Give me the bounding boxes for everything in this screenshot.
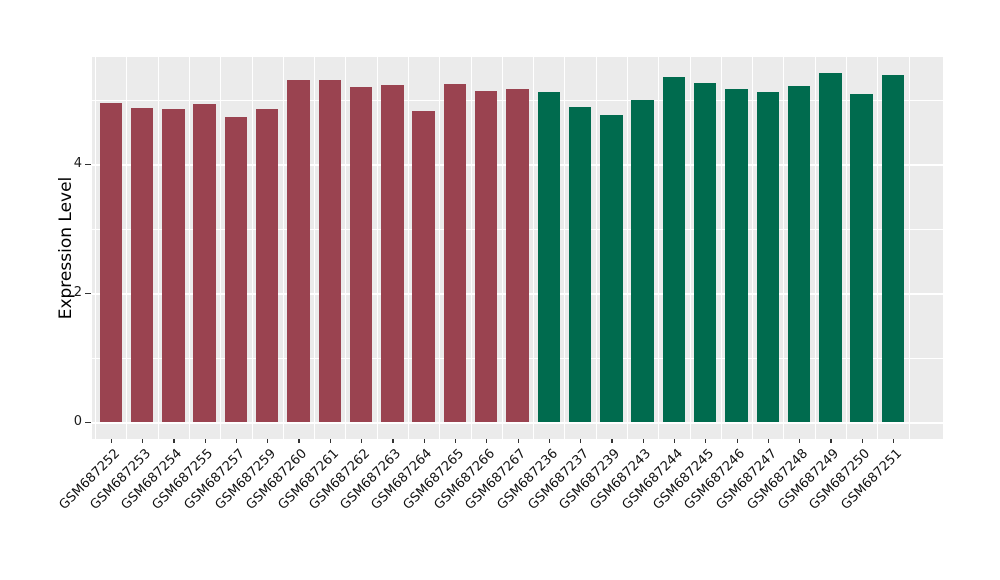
bar-GSM687237: [568, 106, 592, 422]
bar-GSM687259: [255, 109, 279, 422]
gridline-vertical: [95, 57, 97, 439]
gridline-vertical: [157, 57, 159, 439]
x-axis-tick: [517, 439, 519, 443]
x-axis-tick: [799, 439, 801, 443]
x-axis-tick: [423, 439, 425, 443]
bar-GSM687254: [162, 109, 185, 422]
bar-GSM687265: [443, 84, 467, 422]
gridline-vertical: [595, 57, 597, 439]
gridline-vertical: [251, 57, 253, 439]
plot-panel: [92, 57, 943, 439]
gridline-vertical: [908, 57, 910, 439]
gridline-vertical: [439, 57, 441, 439]
bar-GSM687245: [693, 82, 717, 422]
gridline-vertical: [345, 57, 347, 439]
x-axis-tick: [267, 439, 269, 443]
bar-GSM687255: [193, 104, 216, 422]
gridline-vertical: [689, 57, 691, 439]
gridline-vertical: [314, 57, 316, 439]
x-axis-tick: [767, 439, 769, 443]
gridline-vertical: [627, 57, 628, 439]
bar-GSM687267: [506, 89, 529, 422]
bar-GSM687263: [381, 84, 404, 422]
x-axis-tick: [361, 439, 363, 443]
y-axis-tick: [85, 293, 91, 295]
gridline-vertical: [126, 57, 128, 439]
x-axis-tick: [548, 439, 550, 443]
gridline-vertical: [564, 57, 566, 439]
x-axis-tick: [173, 439, 175, 443]
gridline-vertical: [877, 57, 879, 439]
y-axis-title: Expression Level: [56, 176, 76, 320]
bar-GSM687243: [631, 100, 654, 422]
bar-GSM687262: [349, 86, 373, 422]
bar-GSM687244: [662, 76, 686, 422]
gridline-vertical: [658, 57, 660, 439]
x-axis-tick: [830, 439, 832, 443]
bar-GSM687250: [850, 93, 873, 422]
x-axis-tick: [486, 439, 488, 443]
gridline-vertical: [188, 57, 190, 439]
x-axis-tick: [642, 439, 644, 443]
y-axis-tick-label: 2: [73, 285, 82, 301]
gridline-vertical: [752, 57, 754, 439]
y-axis-tick: [85, 164, 91, 166]
x-axis-tick: [673, 439, 676, 443]
x-axis-tick: [298, 439, 300, 443]
x-axis-tick: [392, 439, 394, 443]
x-axis-tick: [142, 439, 144, 443]
bar-GSM687253: [130, 107, 154, 422]
gridline-vertical: [846, 57, 847, 439]
y-axis-tick-label: 4: [73, 156, 82, 172]
x-axis-tick: [204, 439, 206, 443]
gridline-vertical: [533, 57, 535, 439]
x-axis-tick: [705, 439, 707, 443]
gridline-vertical: [720, 57, 722, 439]
bar-GSM687239: [600, 115, 623, 422]
bar-GSM687257: [224, 116, 248, 422]
gridline-vertical: [376, 57, 378, 439]
gridline-vertical: [470, 57, 472, 439]
x-axis-tick: [611, 439, 613, 443]
gridline-vertical: [220, 57, 222, 439]
bar-GSM687261: [318, 80, 342, 422]
gridline-vertical: [501, 57, 503, 439]
bar-GSM687252: [99, 103, 123, 422]
x-axis-tick: [454, 439, 457, 443]
x-axis-tick: [736, 439, 738, 443]
x-axis-tick: [235, 439, 238, 443]
bar-GSM687260: [287, 79, 310, 422]
gridline-major: [92, 422, 943, 424]
bar-GSM687249: [819, 73, 842, 422]
bar-GSM687266: [474, 91, 498, 422]
x-axis-tick: [580, 439, 582, 443]
bar-GSM687236: [537, 92, 561, 422]
x-axis-tick: [861, 439, 863, 443]
y-axis-tick-label: 0: [73, 414, 82, 429]
gridline-vertical: [407, 57, 409, 439]
x-axis-tick: [329, 439, 331, 443]
bar-GSM687264: [412, 111, 435, 422]
gridline-vertical: [783, 57, 785, 439]
gridline-vertical: [814, 57, 816, 439]
bar-GSM687248: [787, 86, 811, 422]
bar-GSM687246: [725, 89, 748, 422]
bar-GSM687251: [881, 75, 905, 422]
x-axis-tick: [892, 439, 895, 443]
x-axis-tick: [110, 439, 112, 443]
bar-GSM687247: [756, 91, 780, 422]
y-axis-tick: [85, 422, 91, 424]
gridline-vertical: [282, 57, 284, 439]
